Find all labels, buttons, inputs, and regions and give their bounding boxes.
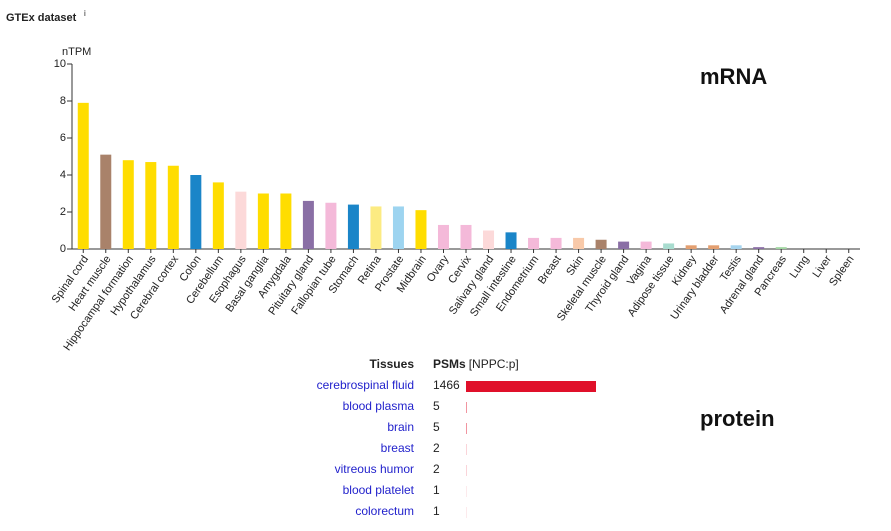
bar xyxy=(708,245,720,249)
bar xyxy=(437,224,449,249)
bar xyxy=(77,102,89,249)
bar xyxy=(640,241,652,249)
bar xyxy=(550,237,562,249)
bar xyxy=(730,245,742,249)
bar xyxy=(483,230,495,249)
tissue-link[interactable]: brain xyxy=(387,420,414,434)
psm-value: 2 xyxy=(433,462,440,476)
bar xyxy=(100,154,112,249)
x-tick-label: Lung xyxy=(788,254,812,281)
bar xyxy=(573,237,585,249)
bar xyxy=(460,224,472,249)
y-tick-label: 8 xyxy=(60,95,66,107)
psm-value: 1 xyxy=(433,483,440,497)
bar xyxy=(415,210,427,249)
bar xyxy=(122,160,134,249)
tissue-link[interactable]: blood platelet xyxy=(343,483,415,497)
bar xyxy=(302,200,314,249)
bar xyxy=(212,182,224,249)
tissue-link[interactable]: vitreous humor xyxy=(335,462,414,476)
bar xyxy=(505,232,517,249)
y-tick-label: 4 xyxy=(60,169,66,181)
psm-value: 5 xyxy=(433,399,440,413)
tissue-link[interactable]: blood plasma xyxy=(343,399,415,413)
bar xyxy=(528,237,540,249)
x-tick-label: Breast xyxy=(536,254,564,287)
psm-value: 2 xyxy=(433,441,440,455)
bar xyxy=(753,247,765,249)
bar xyxy=(618,241,630,249)
psm-value: 5 xyxy=(433,420,440,434)
tissue-link[interactable]: colorectum xyxy=(355,504,414,518)
y-tick-label: 0 xyxy=(60,243,66,255)
title: GTEx dataset xyxy=(6,12,77,24)
table-header-unit: [NPPC:p] xyxy=(469,357,519,371)
bar xyxy=(145,162,157,249)
table-header: Tissues xyxy=(370,357,415,371)
y-tick-label: 6 xyxy=(60,132,66,144)
bar xyxy=(280,193,292,249)
bar xyxy=(235,191,247,249)
bar xyxy=(257,193,269,249)
bar xyxy=(370,206,382,249)
bar xyxy=(392,206,404,249)
tissue-link[interactable]: breast xyxy=(381,441,415,455)
y-tick-label: 2 xyxy=(60,206,66,218)
bar xyxy=(685,245,697,249)
protein-label: protein xyxy=(700,406,775,431)
x-tick-label: Skin xyxy=(564,254,586,278)
bar xyxy=(167,165,179,249)
bar xyxy=(190,175,202,249)
psm-bar xyxy=(466,381,596,392)
tissue-link[interactable]: cerebrospinal fluid xyxy=(317,378,414,392)
psm-value: 1466 xyxy=(433,378,460,392)
bar xyxy=(347,204,359,249)
info-icon[interactable]: i xyxy=(84,9,86,18)
psm-value: 1 xyxy=(433,504,440,518)
bar xyxy=(775,247,787,249)
bar xyxy=(325,202,337,249)
table-header: PSMs xyxy=(433,357,466,371)
bar xyxy=(595,239,607,249)
y-tick-label: 10 xyxy=(54,58,66,70)
mrna-label: mRNA xyxy=(700,64,767,89)
bar xyxy=(663,243,675,249)
y-axis-label: nTPM xyxy=(62,46,91,58)
